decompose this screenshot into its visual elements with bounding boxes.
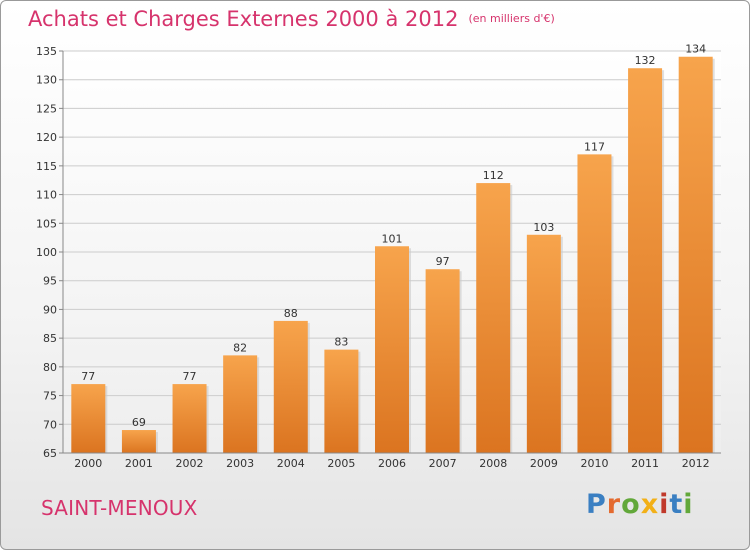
data-label: 88 — [284, 307, 298, 320]
logo-letter: i — [659, 489, 670, 520]
logo-letter: t — [669, 489, 684, 520]
x-tick-label: 2000 — [74, 457, 102, 470]
x-tick-label: 2011 — [631, 457, 659, 470]
logo-letter: i — [683, 489, 694, 520]
data-label: 134 — [685, 43, 706, 56]
y-tick-label: 105 — [36, 217, 57, 230]
y-tick-label: 100 — [36, 246, 57, 259]
bar — [577, 154, 612, 453]
x-tick-label: 2009 — [530, 457, 558, 470]
x-tick-label: 2006 — [378, 457, 406, 470]
data-label: 77 — [183, 370, 197, 383]
bar — [476, 183, 511, 454]
y-tick-label: 110 — [36, 189, 57, 202]
x-tick-label: 2004 — [277, 457, 305, 470]
data-label: 82 — [233, 341, 247, 354]
unit-note: (en milliers d'€) — [468, 12, 555, 25]
chart-title: Achats et Charges Externes 2000 à 2012 (e… — [28, 7, 555, 31]
bar — [172, 384, 207, 453]
data-label: 77 — [81, 370, 95, 383]
x-tick-label: 2008 — [479, 457, 507, 470]
bar — [425, 269, 460, 453]
y-tick-label: 85 — [43, 332, 57, 345]
data-label: 117 — [584, 140, 605, 153]
y-tick-label: 75 — [43, 390, 57, 403]
y-tick-label: 65 — [43, 447, 57, 460]
y-tick-label: 95 — [43, 275, 57, 288]
logo-letter: P — [586, 489, 607, 520]
bar — [678, 56, 713, 453]
y-tick-label: 130 — [36, 74, 57, 87]
x-tick-label: 2003 — [226, 457, 254, 470]
bar — [324, 349, 359, 453]
y-tick-label: 80 — [43, 361, 57, 374]
proxiti-logo: Proxiti — [586, 489, 694, 520]
x-tick-label: 2001 — [125, 457, 153, 470]
x-tick-label: 2012 — [682, 457, 710, 470]
bar — [71, 384, 106, 453]
bar — [628, 68, 663, 453]
logo-letter: r — [606, 489, 622, 520]
x-tick-label: 2002 — [176, 457, 204, 470]
data-label: 132 — [635, 54, 656, 67]
data-label: 112 — [483, 169, 504, 182]
y-tick-label: 125 — [36, 102, 57, 115]
town-name: SAINT-MENOUX — [41, 496, 198, 520]
x-tick-label: 2005 — [327, 457, 355, 470]
data-label: 69 — [132, 416, 146, 429]
data-label: 101 — [382, 232, 403, 245]
y-tick-label: 90 — [43, 303, 57, 316]
x-tick-label: 2010 — [580, 457, 608, 470]
y-tick-label: 115 — [36, 160, 57, 173]
bar — [375, 246, 409, 453]
y-tick-label: 135 — [36, 45, 57, 58]
bar — [121, 430, 156, 453]
data-label: 103 — [533, 221, 554, 234]
logo-letter: x — [640, 489, 660, 520]
y-tick-label: 120 — [36, 131, 57, 144]
bar — [273, 320, 308, 453]
bar — [223, 355, 258, 453]
data-label: 83 — [334, 336, 348, 349]
x-tick-label: 2007 — [429, 457, 457, 470]
y-tick-label: 70 — [43, 418, 57, 431]
logo-letter: o — [621, 489, 641, 520]
bar — [526, 234, 561, 453]
data-label: 97 — [436, 255, 450, 268]
